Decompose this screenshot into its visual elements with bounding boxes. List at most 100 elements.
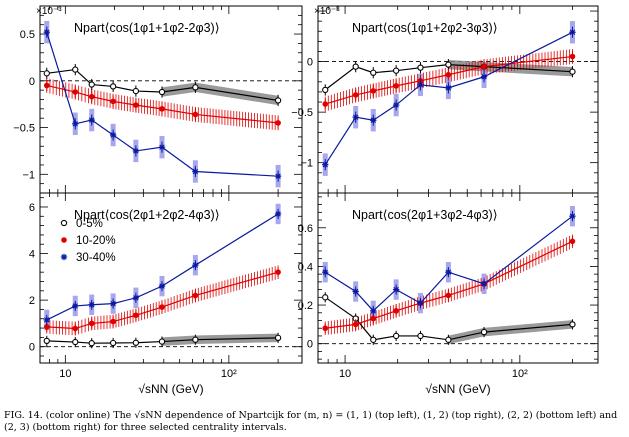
series-line-30-40% [324,215,573,312]
marker-star [417,81,424,89]
marker-open-circle [88,340,95,347]
marker-star [370,117,377,124]
marker-filled-circle [43,324,50,330]
marker-open-circle [274,97,282,104]
marker-open-circle [158,338,166,345]
y-tick-label: 0 [29,76,35,88]
panel-title: Npart⟨cos(1φ1+1φ2-2φ3)⟩ [74,21,220,35]
marker-open-circle [158,88,166,96]
marker-star [60,253,68,261]
series-line-30-40% [46,32,279,177]
marker-filled-circle [352,92,359,98]
x-axis-label: √sNN (GeV) [138,382,203,396]
marker-open-circle [132,339,140,346]
y-tick-label: −0.5 [13,123,35,135]
marker-open-circle [569,68,576,75]
marker-filled-circle [322,325,329,332]
y-tick-label: 0 [29,342,35,354]
y-multiplier: ×10⁻³ [36,6,62,17]
marker-filled-circle [569,53,576,60]
chart-panel-3: 0 2 4 6 Npart⟨cos(2φ1+2φ2-4φ3)⟩ [29,192,303,364]
marker-star [88,301,95,308]
marker-star [480,280,488,287]
marker-star [417,299,424,307]
x-tick-label: 10 [59,368,71,380]
marker-open-circle [370,336,377,343]
marker-filled-circle [569,238,576,245]
marker-star [132,294,140,301]
x-tick-label: 10² [512,368,528,380]
y-tick-label: 0 [307,339,313,351]
series-line-10-20% [46,84,279,124]
series-line-0-5% [324,296,573,341]
marker-open-circle [322,294,329,301]
marker-filled-circle [481,63,487,70]
marker-star [72,120,79,128]
marker-filled-circle [159,106,165,112]
marker-star [88,116,95,124]
marker-star [274,210,282,218]
caption-text: (color online) The √sNN dependence of Np… [4,410,618,433]
marker-filled-circle [110,318,116,325]
marker-open-circle [480,328,488,336]
marker-star [352,113,359,121]
marker-star [445,84,452,92]
marker-star [569,212,576,220]
marker-filled-circle [192,292,199,299]
marker-star [322,161,329,168]
marker-open-circle [445,61,452,68]
marker-filled-circle [88,93,95,100]
chart-panel-1: −1 −0.5 0 0.5 ×10⁻³ Npart⟨cos(1φ1+1φ2-2φ3)⟩ [13,5,303,194]
marker-open-circle [393,332,400,340]
systematic-band [448,320,573,345]
x-tick-label: 10 [339,368,351,380]
caption-prefix: FIG. 14. [4,410,43,421]
marker-filled-circle [275,120,281,126]
marker-filled-circle [393,308,399,314]
marker-open-circle [370,69,377,76]
marker-open-circle [60,219,68,227]
marker-open-circle [569,321,576,328]
panel-title: Npart⟨cos(2φ1+2φ2-4φ3)⟩ [74,208,220,222]
marker-open-circle [72,66,79,73]
red-systematic-hatch [46,265,279,336]
marker-star [322,269,329,276]
plot-frame [317,192,599,364]
y-tick-label: 0.5 [20,29,35,41]
marker-filled-circle [370,88,377,94]
marker-filled-circle [275,269,281,275]
y-tick-label: 2 [29,295,35,307]
y-tick-label: −1 [300,158,313,170]
marker-star [192,261,199,269]
marker-filled-circle [110,98,116,105]
legend-label: 30-40% [76,252,116,264]
y-tick-label: 0.2 [298,300,313,312]
marker-star [158,143,166,151]
x-tick-label: 10² [221,368,237,380]
marker-open-circle [274,334,282,341]
series-line-10-20% [46,271,279,330]
legend-label: 10-20% [76,235,116,247]
marker-star [192,168,199,175]
marker-open-circle [352,63,359,70]
figure-caption: FIG. 14. (color online) The √sNN depende… [4,410,625,434]
marker-star [569,29,576,36]
red-systematic-hatch [324,234,573,336]
chart-panel-2: −1 −0.5 0 ×10⁻³ Npart⟨cos(1φ1+2φ2-3φ3)⟩ [291,5,599,194]
y-tick-label: 0.6 [298,223,313,235]
panel-title: Npart⟨cos(1φ1+2φ2-3φ3)⟩ [352,21,498,35]
marker-filled-circle [133,312,139,319]
marker-star [43,316,50,324]
marker-filled-circle [133,102,139,108]
marker-star [109,131,117,139]
marker-filled-circle [445,71,452,78]
x-axis-label: √sNN (GeV) [425,382,490,396]
marker-filled-circle [393,83,399,89]
marker-star [158,282,166,290]
marker-open-circle [192,84,199,91]
y-tick-label: 0 [307,57,313,69]
marker-star [392,286,400,293]
marker-filled-circle [72,325,79,332]
legend-label: 0-5% [76,218,103,230]
